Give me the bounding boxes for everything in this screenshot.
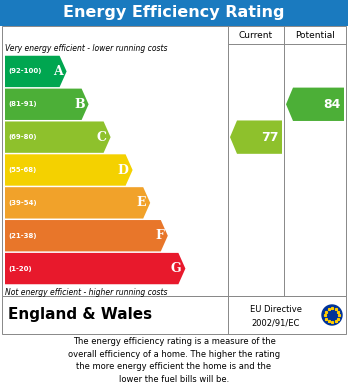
Text: A: A — [53, 65, 63, 78]
Text: Energy Efficiency Rating: Energy Efficiency Rating — [63, 5, 285, 20]
Polygon shape — [230, 120, 282, 154]
Text: 84: 84 — [324, 98, 341, 111]
Text: G: G — [171, 262, 181, 275]
Text: Not energy efficient - higher running costs: Not energy efficient - higher running co… — [5, 288, 167, 297]
Text: (92-100): (92-100) — [8, 68, 41, 74]
Bar — [2, 26, 346, 296]
Polygon shape — [5, 56, 66, 87]
Text: F: F — [155, 229, 164, 242]
Polygon shape — [5, 253, 185, 284]
Text: (39-54): (39-54) — [8, 200, 37, 206]
Text: 77: 77 — [261, 131, 279, 143]
Text: C: C — [97, 131, 106, 143]
Text: Current: Current — [239, 30, 273, 39]
Text: Very energy efficient - lower running costs: Very energy efficient - lower running co… — [5, 44, 167, 53]
Text: (1-20): (1-20) — [8, 265, 32, 272]
Text: (81-91): (81-91) — [8, 101, 37, 107]
Bar — [2, 296, 346, 334]
Text: The energy efficiency rating is a measure of the
overall efficiency of a home. T: The energy efficiency rating is a measur… — [68, 337, 280, 384]
Bar — [0, 0, 348, 26]
Polygon shape — [286, 88, 344, 121]
Polygon shape — [5, 89, 89, 120]
Circle shape — [322, 305, 342, 325]
Text: EU Directive: EU Directive — [250, 305, 302, 314]
Text: D: D — [118, 163, 129, 176]
Text: 2002/91/EC: 2002/91/EC — [252, 318, 300, 327]
Polygon shape — [5, 122, 111, 153]
Polygon shape — [5, 154, 133, 186]
Text: E: E — [137, 196, 146, 209]
Polygon shape — [5, 187, 150, 219]
Text: Potential: Potential — [295, 30, 335, 39]
Text: England & Wales: England & Wales — [8, 307, 152, 323]
Text: (21-38): (21-38) — [8, 233, 37, 239]
Text: (69-80): (69-80) — [8, 134, 37, 140]
Text: (55-68): (55-68) — [8, 167, 36, 173]
Polygon shape — [5, 220, 168, 251]
Text: B: B — [74, 98, 85, 111]
